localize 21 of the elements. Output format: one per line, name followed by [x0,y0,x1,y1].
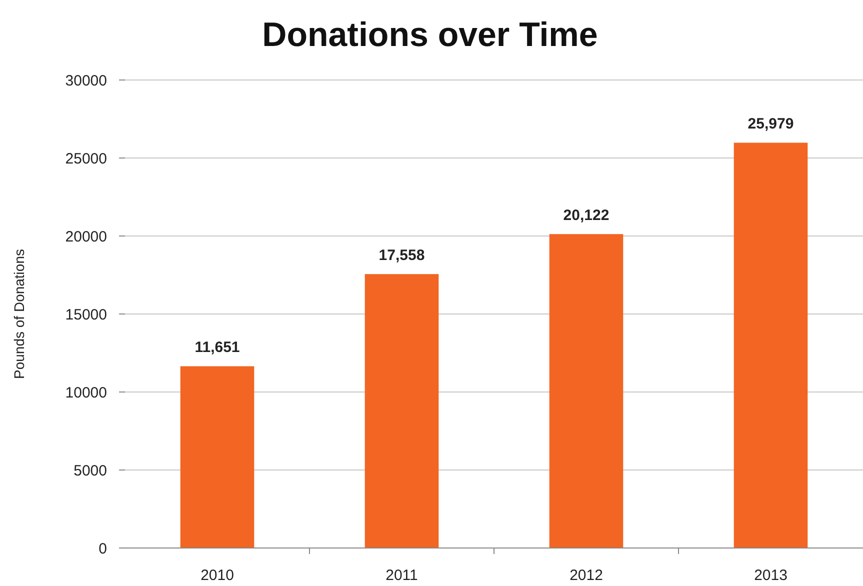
x-tick-label: 2012 [570,567,603,584]
bar [364,274,439,548]
y-tick-label: 20000 [65,228,107,246]
data-label: 17,558 [378,247,425,264]
data-label: 11,651 [194,339,240,356]
y-tick-label: 30000 [65,72,107,90]
y-tick-label: 0 [98,540,107,558]
x-tick-label: 2013 [754,567,788,584]
chart-title: Donations over Time [262,16,598,54]
y-tick-label: 10000 [65,384,107,402]
x-tick-label: 2010 [200,567,234,584]
data-label: 25,979 [748,116,794,133]
y-axis-title: Pounds of Donations [11,249,27,379]
data-label: 20,122 [563,207,610,224]
y-tick-label: 15000 [65,306,107,324]
y-tick-label: 25000 [65,150,107,168]
bar [734,142,808,548]
bar [180,366,254,548]
bar [549,234,624,548]
x-tick-label: 2011 [386,567,418,584]
y-tick-label: 5000 [74,462,107,480]
